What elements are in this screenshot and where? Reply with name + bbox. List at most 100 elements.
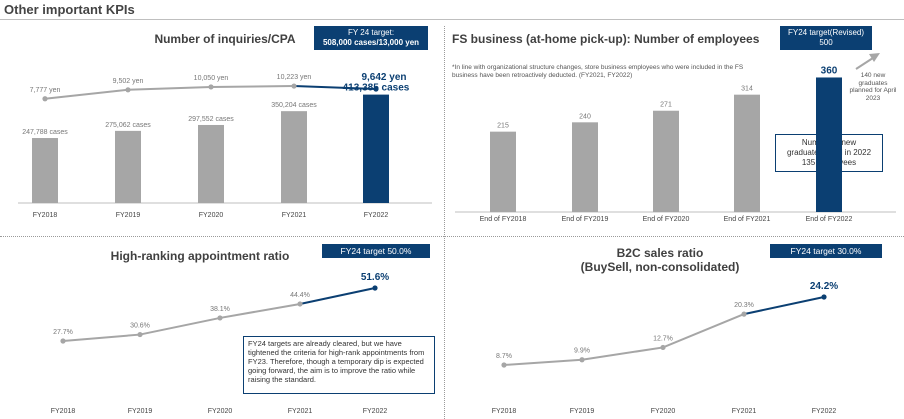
employees-x-tick-End of FY2020: End of FY2020	[643, 216, 690, 223]
arrow-note-line-1: 140 new	[860, 72, 886, 79]
employees-bar-End of FY2022	[816, 77, 842, 212]
employees-target-line-1: FY24 target(Revised)	[787, 28, 865, 37]
inquiries-bar-label-FY2018: 247,788 cases	[22, 129, 68, 136]
b2c-chart-title: B2C sales ratio (BuySell, non-consolidat…	[560, 246, 760, 274]
employees-bar-label-End of FY2019: 240	[579, 113, 591, 120]
employees-x-tick-End of FY2018: End of FY2018	[480, 216, 527, 223]
b2c-x-tick-FY2018: FY2018	[492, 408, 517, 415]
appointment-label-FY2021: 44.4%	[290, 292, 310, 299]
appointment-x-tick-FY2020: FY2020	[208, 408, 233, 415]
arrow-note-line-4: 2023	[865, 94, 881, 102]
appointment-point-FY2021	[297, 301, 303, 307]
b2c-x-tick-FY2021: FY2021	[732, 408, 757, 415]
inquiries-bar-FY2021	[281, 111, 307, 203]
cpa-point-FY2019	[125, 87, 131, 93]
employees-target-line-2: 500	[819, 38, 833, 47]
inquiries-x-tick-FY2021: FY2021	[282, 212, 307, 219]
employees-bar-label-End of FY2022: 360	[821, 65, 838, 76]
appointment-chart-title: High-ranking appointment ratio	[110, 249, 290, 263]
employees-x-tick-End of FY2022: End of FY2022	[806, 216, 853, 223]
cpa-point-FY2018	[42, 96, 48, 102]
inquiries-x-tick-FY2018: FY2018	[33, 212, 58, 219]
employees-bar-End of FY2020	[653, 110, 679, 212]
inquiries-chart-title: Number of inquiries/CPA	[154, 32, 296, 46]
horizontal-divider	[0, 236, 904, 237]
inquiries-bar-label-FY2020: 297,552 cases	[188, 116, 234, 123]
appointment-point-FY2018	[60, 338, 66, 344]
b2c-x-tick-FY2019: FY2019	[570, 408, 595, 415]
appointment-x-tick-FY2018: FY2018	[51, 408, 76, 415]
appointment-point-FY2019	[137, 331, 143, 338]
b2c-line-history	[503, 313, 745, 366]
cpa-label-FY2021: 10,223 yen	[277, 74, 312, 81]
b2c-title-line-2: (BuySell, non-consolidated)	[580, 260, 740, 274]
appointment-x-tick-FY2021: FY2021	[288, 408, 313, 415]
appointment-point-FY2020	[217, 315, 223, 321]
b2c-point-FY2022	[821, 294, 827, 300]
employees-x-tick-End of FY2021: End of FY2021	[724, 216, 771, 223]
cpa-label-FY2018: 7,777 yen	[30, 87, 61, 94]
b2c-label-FY2020: 12.7%	[653, 335, 673, 342]
title-divider	[0, 19, 904, 20]
cpa-point-FY2020	[208, 84, 214, 90]
inquiries-x-tick-FY2022: FY2022	[364, 212, 389, 219]
cpa-label-FY2019: 9,502 yen	[113, 78, 144, 85]
b2c-x-tick-FY2020: FY2020	[651, 408, 676, 415]
vertical-divider	[444, 26, 445, 419]
appointment-label-FY2019: 30.6%	[130, 323, 150, 330]
b2c-x-tick-FY2022: FY2022	[812, 408, 837, 415]
employees-bar-label-End of FY2018: 215	[497, 123, 509, 130]
cpa-label-FY2022: 9,642 yen	[361, 72, 406, 83]
appointment-x-tick-FY2019: FY2019	[128, 408, 153, 415]
b2c-point-FY2021	[741, 311, 747, 317]
b2c-line-latest	[743, 296, 825, 316]
growth-arrow-head	[869, 53, 880, 62]
inquiries-bar-FY2019	[115, 130, 141, 203]
b2c-label-FY2021: 20.3%	[734, 302, 754, 309]
b2c-point-FY2018	[501, 362, 507, 368]
employees-bar-label-End of FY2021: 314	[741, 86, 753, 93]
employees-bar-End of FY2018	[490, 131, 516, 212]
inquiries-bar-label-FY2019: 275,062 cases	[105, 122, 151, 129]
b2c-target-badge: FY24 target 30.0%	[770, 244, 882, 258]
employees-footnote: *In line with organizational structure c…	[452, 64, 744, 79]
arrow-note-line-3: planned for April	[849, 87, 897, 94]
inquiries-bar-label-FY2021: 350,204 cases	[271, 102, 317, 109]
inquiries-target-line-1: FY 24 target:	[347, 28, 395, 37]
employees-bar-End of FY2021	[734, 94, 760, 212]
b2c-label-FY2019: 9.9%	[574, 348, 590, 355]
inquiries-bar-FY2018	[32, 138, 58, 203]
inquiries-x-tick-FY2020: FY2020	[199, 212, 224, 219]
appointment-label-FY2022: 51.6%	[361, 272, 389, 283]
inquiries-target-badge: FY 24 target: 508,000 cases/13,000 yen	[314, 26, 428, 50]
appointment-x-tick-FY2022: FY2022	[363, 408, 388, 415]
appointment-target-badge: FY24 target 50.0%	[322, 244, 430, 258]
b2c-point-FY2019	[579, 357, 585, 363]
arrow-note-line-2: graduates	[858, 79, 888, 87]
inquiries-x-tick-FY2019: FY2019	[116, 212, 141, 219]
appointment-label-FY2018: 27.7%	[53, 329, 73, 336]
b2c-label-FY2022: 24.2%	[810, 281, 838, 292]
inquiries-bar-FY2020	[198, 124, 224, 203]
cpa-point-FY2022	[373, 86, 379, 92]
employees-chart-title: FS business (at-home pick-up): Number of…	[452, 32, 760, 46]
employees-bar-label-End of FY2020: 271	[660, 102, 672, 109]
new-graduates-plan-note: 140 new graduates planned for April 2023	[848, 72, 898, 102]
b2c-title-line-1: B2C sales ratio	[616, 246, 704, 260]
cpa-point-FY2021	[291, 83, 297, 89]
inquiries-bar-FY2022	[363, 94, 389, 203]
employees-bar-End of FY2019	[572, 122, 598, 212]
appointment-point-FY2022	[372, 285, 378, 291]
b2c-label-FY2018: 8.7%	[496, 353, 512, 360]
appointment-label-FY2020: 38.1%	[210, 306, 230, 313]
employees-target-badge: FY24 target(Revised) 500	[780, 26, 872, 50]
appointment-line-history	[62, 302, 301, 342]
cpa-label-FY2020: 10,050 yen	[194, 75, 229, 82]
appointment-line-latest	[299, 287, 376, 305]
cpa-line-history	[44, 85, 295, 100]
b2c-point-FY2020	[660, 344, 666, 351]
